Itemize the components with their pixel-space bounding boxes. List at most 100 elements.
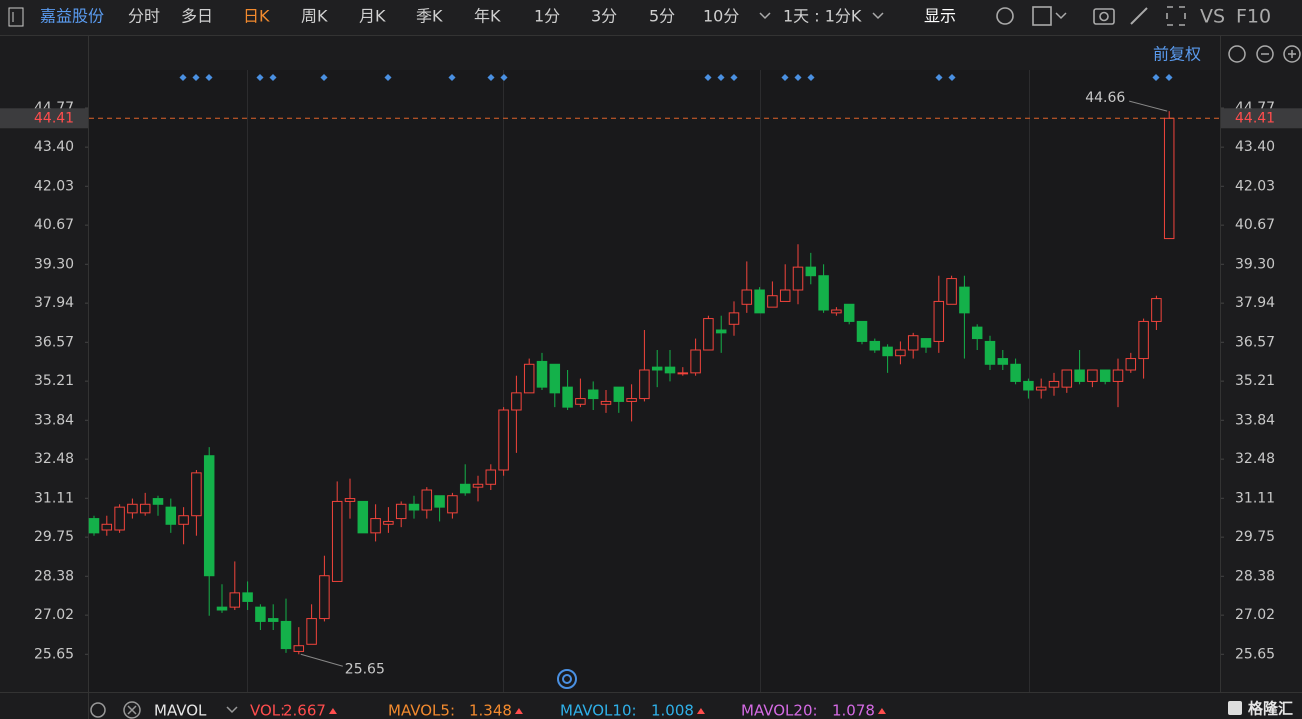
candle-body: [357, 500, 369, 534]
candle-body: [421, 489, 433, 511]
period-tab[interactable]: 10分: [703, 7, 739, 26]
candle-body: [370, 518, 381, 534]
y-tick-label: 37.94: [1235, 295, 1275, 311]
period-select[interactable]: 1天 : 1分K: [783, 7, 862, 26]
y-tick-label: 31.11: [1235, 490, 1275, 506]
candle-body: [779, 289, 791, 302]
chevron[interactable]: [759, 12, 771, 20]
event-marker[interactable]: [192, 73, 200, 82]
event-marker[interactable]: [717, 73, 725, 82]
toolbar-bg: [0, 0, 1302, 35]
zoom-in-icon[interactable]: [1283, 45, 1301, 63]
menu-icon[interactable]: [8, 7, 24, 27]
event-marker[interactable]: [256, 73, 264, 82]
settings-icon[interactable]: [996, 7, 1014, 25]
zoom-out-icon[interactable]: [1256, 45, 1274, 63]
f10-button[interactable]: F10: [1236, 6, 1271, 28]
mavol5-value: 1.348: [469, 702, 512, 719]
candle-body: [293, 645, 305, 652]
event-marker[interactable]: [320, 73, 328, 82]
period-tab[interactable]: 季K: [416, 7, 443, 26]
event-marker[interactable]: [487, 73, 495, 82]
candle-body: [664, 366, 676, 374]
period-tab[interactable]: 日K: [243, 7, 270, 26]
candle-body: [1010, 363, 1021, 382]
candle-body: [319, 575, 330, 620]
period-tab[interactable]: 月K: [359, 7, 386, 26]
draw-icon[interactable]: [1130, 7, 1148, 25]
event-marker[interactable]: [704, 73, 712, 82]
candle-body: [792, 266, 804, 291]
candle-body: [1074, 369, 1085, 382]
y-tick-label: 32.48: [34, 451, 74, 467]
candle-body: [306, 618, 317, 645]
stock-name[interactable]: 嘉益股份: [40, 7, 104, 26]
candle-body: [575, 398, 586, 405]
event-marker[interactable]: [269, 73, 277, 82]
event-marker[interactable]: [935, 73, 943, 82]
event-marker[interactable]: [205, 73, 213, 82]
candle-body: [1138, 320, 1149, 360]
candle-body: [1048, 380, 1060, 388]
event-marker[interactable]: [500, 73, 508, 82]
y-tick-label: 43.40: [1235, 139, 1275, 155]
period-tab[interactable]: 5分: [649, 7, 675, 26]
event-marker[interactable]: [794, 73, 802, 82]
reset-icon[interactable]: [1228, 45, 1246, 63]
y-tick-label: 25.65: [1235, 646, 1275, 662]
layout-icon[interactable]: [1032, 6, 1052, 26]
mavol20-label: MAVOL20:: [741, 702, 818, 719]
candle-body: [1125, 358, 1137, 371]
candle-body: [1061, 369, 1073, 388]
candle-body: [933, 300, 945, 342]
fullscreen-icon[interactable]: [1166, 6, 1186, 26]
camera-icon[interactable]: [1093, 8, 1115, 25]
period-tab[interactable]: 多日: [181, 7, 213, 26]
period-tab[interactable]: 周K: [301, 7, 328, 26]
mavol5-label: MAVOL5:: [388, 702, 455, 719]
event-marker[interactable]: [179, 73, 187, 82]
event-marker[interactable]: [807, 73, 815, 82]
toolbar: 嘉益股份 分时 多日 日K 周K 月K 季K 年K 1分 3分 5分 10分 1天 : 1分K 显示 VS F…: [40, 6, 1271, 64]
event-marker[interactable]: [448, 73, 456, 82]
indicator-settings-icon[interactable]: [90, 702, 106, 718]
candle-body: [498, 409, 509, 471]
candle-body: [1151, 298, 1162, 322]
indicator-bar: MAVOL VOL:2.667 MAVOL5: 1.348 MAVOL10: 1.008 M…: [154, 700, 1293, 719]
period-tab[interactable]: 年K: [474, 7, 501, 26]
event-marker[interactable]: [730, 73, 738, 82]
candle-body: [587, 389, 599, 400]
display-menu[interactable]: 显示: [924, 7, 956, 26]
event-marker[interactable]: [384, 73, 392, 82]
candle-body: [395, 503, 407, 520]
y-tick-label: 25.65: [34, 646, 74, 662]
period-tab[interactable]: 3分: [591, 7, 617, 26]
y-tick-label: 39.30: [1235, 256, 1275, 272]
candle-body: [1035, 386, 1047, 391]
indicator-close-icon[interactable]: [123, 701, 141, 719]
up-arrow: [877, 708, 886, 714]
y-tick-label: 40.67: [34, 217, 74, 233]
candle-body: [523, 363, 535, 394]
candle-body: [434, 495, 445, 508]
indicator-close-x: [127, 705, 137, 715]
y-tick-label: 32.48: [1235, 451, 1275, 467]
candle-body: [1099, 369, 1111, 382]
period-tab[interactable]: 分时: [128, 7, 160, 26]
candle-body: [280, 620, 292, 650]
candle-body: [408, 503, 420, 511]
adjust-mode[interactable]: 前复权: [1153, 45, 1201, 64]
chevron[interactable]: [872, 12, 884, 20]
y-tick-label: 35.21: [34, 373, 74, 389]
period-tab[interactable]: 1分: [534, 7, 560, 26]
event-marker[interactable]: [948, 73, 956, 82]
vol-label: VOL:: [250, 702, 285, 719]
locate-icon[interactable]: [557, 669, 577, 689]
event-marker[interactable]: [781, 73, 789, 82]
indicator-chevron[interactable]: [226, 706, 238, 714]
chevron[interactable]: [1055, 12, 1067, 20]
vs-button[interactable]: VS: [1200, 6, 1225, 28]
